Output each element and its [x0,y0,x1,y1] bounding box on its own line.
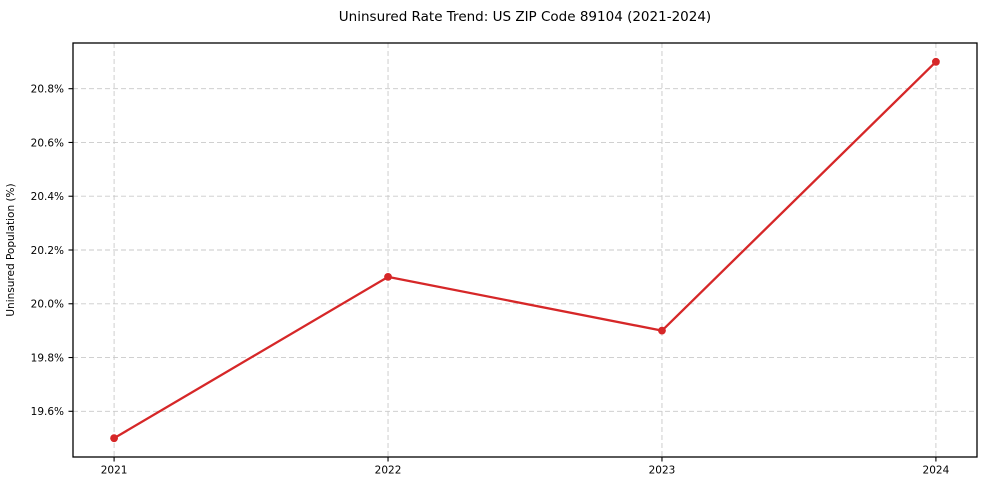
y-tick-label: 20.4% [31,191,64,203]
trend-line [112,60,938,440]
x-tick-label: 2024 [923,465,950,477]
x-tick-label: 2022 [375,465,402,477]
chart-title: Uninsured Rate Trend: US ZIP Code 89104 … [339,9,711,25]
data-point [110,434,118,443]
data-series-layer [110,57,940,443]
x-tick-label: 2023 [649,465,676,477]
y-tick-label: 20.2% [31,245,64,257]
y-tick-label: 19.8% [31,352,64,364]
data-point [384,272,392,281]
x-tick-label: 2021 [101,465,128,477]
data-point [658,326,666,335]
data-point [932,57,940,66]
tick-layer: 2021 2022 2023 2024 19.6% 19.8% 20.0% 20.2% 20.4… [31,84,950,477]
y-tick-label: 20.0% [31,299,64,311]
y-tick-label: 20.8% [31,84,64,96]
grid-layer [73,43,977,457]
y-tick-label: 20.6% [31,137,64,149]
y-tick-label: 19.6% [31,406,64,418]
y-axis-label: Uninsured Population (%) [5,183,17,316]
